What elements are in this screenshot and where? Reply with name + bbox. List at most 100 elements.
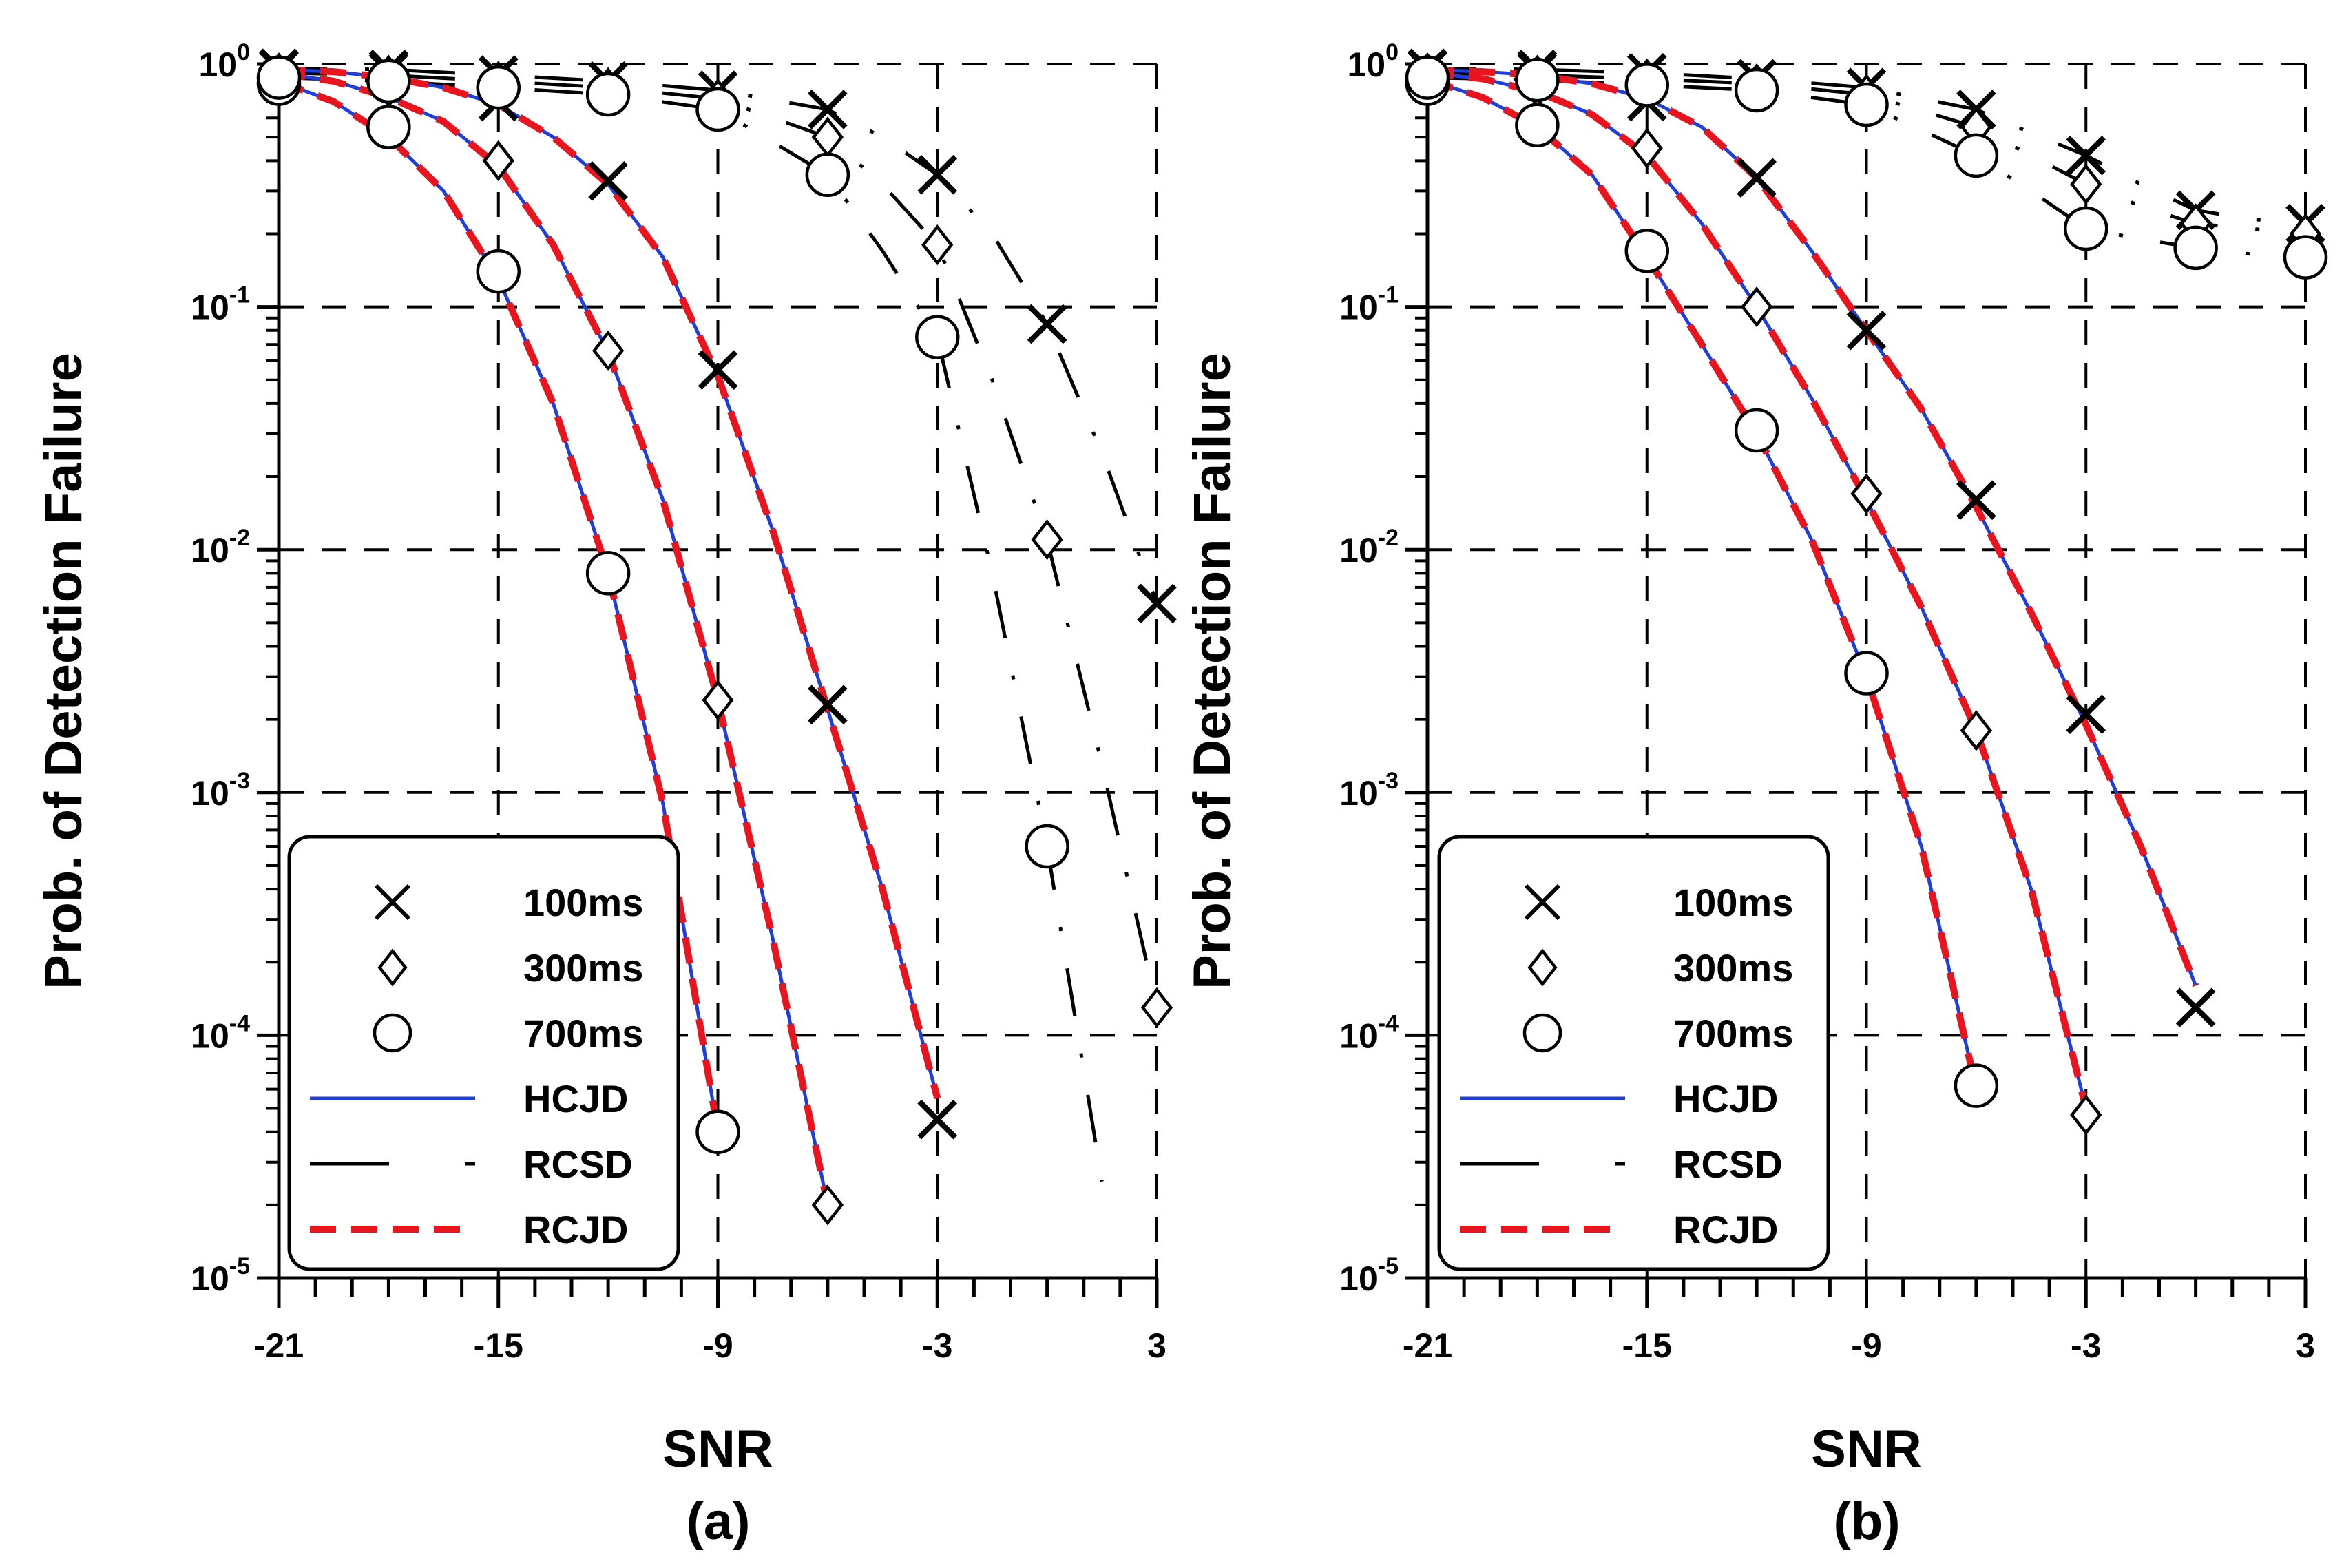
marker-circle-700ms: [695, 1109, 740, 1154]
y-tick-label: 100: [198, 39, 250, 84]
marker-diamond-300ms: [1631, 127, 1663, 169]
legend-entry: 700ms: [1522, 1012, 1793, 1055]
chart-panel-a: -21 -15 -9 -3 3 100 10-1 10-2 10-3 10-4 10-5 SNR Pro…: [34, 39, 1177, 1551]
y-tick-label: 10-5: [191, 1253, 250, 1298]
legend-label: 300ms: [523, 946, 643, 990]
legend-entry: 700ms: [373, 1012, 643, 1055]
y-tick-label: 10-1: [1339, 282, 1399, 327]
y-tick-label: 10-5: [1339, 1253, 1399, 1298]
legend-label: HCJD: [1673, 1077, 1778, 1120]
legend-entry: RCSD: [310, 1142, 633, 1186]
y-tick-label: 10-3: [1339, 768, 1399, 813]
y-tick-label: 10-1: [191, 282, 250, 327]
marker-circle-700ms: [476, 65, 521, 110]
legend-entry: HCJD: [310, 1077, 628, 1120]
marker-x-100ms: [1846, 310, 1887, 351]
legend-label: 300ms: [1673, 946, 1793, 990]
marker-x-100ms: [808, 90, 848, 129]
marker-circle-700ms: [2173, 225, 2218, 271]
y-tick-label: 10-4: [1339, 1010, 1399, 1055]
marker-diamond-300ms: [702, 680, 734, 721]
marker-diamond-300ms: [1960, 710, 1993, 751]
marker-x-100ms: [917, 1099, 958, 1140]
marker-circle-700ms: [1624, 63, 1669, 107]
x-tick-label: -3: [2071, 1326, 2101, 1365]
marker-circle-700ms: [585, 72, 631, 117]
marker-circle-700ms: [2064, 206, 2108, 251]
marker-diamond-300ms: [921, 224, 954, 266]
marker-diamond-300ms: [1850, 473, 1883, 514]
marker-circle-700ms: [1734, 408, 1779, 453]
marker-diamond-300ms: [2070, 1094, 2102, 1136]
panel-label: (b): [1833, 1492, 1900, 1551]
y-axis-title: Prob. of Detection Failure: [1183, 353, 1242, 990]
legend-label: RCJD: [523, 1208, 628, 1251]
marker-x-100ms: [1956, 480, 1996, 521]
chart-panel-b: -21 -15 -9 -3 3 100 10-1 10-2 10-3 10-4 10-5 SNR Pro…: [1183, 39, 2328, 1551]
marker-diamond-300ms: [482, 140, 514, 181]
marker-diamond-300ms: [592, 330, 625, 371]
marker-x-100ms: [1027, 304, 1067, 344]
y-tick-label: 10-2: [1339, 525, 1399, 569]
marker-circle-700ms: [695, 87, 740, 132]
marker-circle-700ms: [1954, 133, 1999, 178]
legend-entry: 100ms: [1524, 881, 1793, 924]
marker-circle-700ms: [1844, 651, 1889, 696]
legend-entry: RCJD: [310, 1208, 628, 1251]
y-tick-label: 10-2: [191, 525, 250, 569]
legend-x-marker-icon: [1524, 884, 1561, 921]
marker-circle-700ms: [1844, 82, 1889, 127]
curve-rcsd: [278, 71, 1159, 1008]
marker-circle-700ms: [1624, 229, 1669, 273]
grid: [1427, 63, 2307, 1278]
marker-x-100ms: [917, 154, 958, 195]
x-tick-label: -9: [1851, 1326, 1881, 1365]
marker-diamond-300ms: [811, 116, 844, 158]
curve-rcsd: [1427, 66, 2306, 226]
y-tick-label: 10-3: [191, 768, 250, 813]
x-tick-label: -21: [1403, 1326, 1452, 1365]
legend-entry: HCJD: [1460, 1077, 1778, 1120]
marker-circle-700ms: [1954, 1063, 1999, 1108]
axes: -21 -15 -9 -3 3 100 10-1 10-2 10-3 10-4 10-5: [191, 39, 1166, 1365]
x-axis-title: SNR: [662, 1420, 773, 1478]
legend-box: [1437, 835, 1830, 1271]
legend-circle-marker-icon: [373, 1013, 412, 1053]
legend-entry: RCJD: [1460, 1208, 1778, 1251]
legend-label: 100ms: [523, 881, 643, 924]
x-tick-label: -15: [474, 1326, 523, 1365]
marker-circle-700ms: [366, 105, 411, 149]
marker-x-100ms: [1137, 583, 1177, 624]
marker-diamond-300ms: [811, 1184, 844, 1226]
y-tick-label: 10-4: [191, 1010, 250, 1055]
marker-x-100ms: [698, 350, 738, 390]
marker-x-100ms: [2066, 694, 2106, 735]
x-tick-label: -3: [922, 1326, 952, 1365]
x-tick-label: -15: [1622, 1326, 1672, 1365]
legend-diamond-marker-icon: [377, 948, 408, 987]
legend: 100ms 300ms 700ms HCJD RCSD RCJD: [1437, 835, 1830, 1271]
legend-entry: RCSD: [1460, 1142, 1783, 1186]
marker-diamond-300ms: [2070, 163, 2102, 205]
legend-label: 700ms: [1673, 1012, 1793, 1055]
marker-circle-700ms: [1734, 67, 1779, 113]
marker-circle-700ms: [2283, 235, 2328, 280]
legend-label: HCJD: [523, 1077, 628, 1120]
y-axis-title: Prob. of Detection Failure: [34, 353, 93, 990]
marker-x-100ms: [2175, 987, 2216, 1028]
markers: [256, 48, 1177, 1226]
marker-circle-700ms: [366, 59, 411, 104]
marker-circle-700ms: [256, 55, 302, 100]
marker-circle-700ms: [585, 551, 631, 596]
y-tick-label: 100: [1347, 39, 1399, 84]
legend-label: 100ms: [1673, 881, 1793, 924]
curve-rcjd: [278, 65, 941, 1100]
marker-diamond-300ms: [1740, 286, 1773, 328]
x-tick-label: -9: [702, 1326, 733, 1365]
marker-x-100ms: [808, 684, 848, 725]
x-tick-label: -21: [254, 1326, 304, 1365]
marker-circle-700ms: [476, 249, 521, 294]
legend-box: [287, 835, 680, 1271]
legend: 100ms 300ms 700ms HCJD RCSD RCJD: [287, 835, 680, 1271]
